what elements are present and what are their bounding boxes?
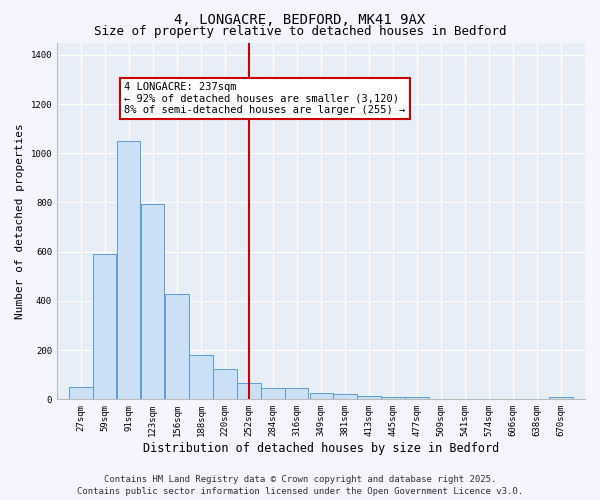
- Bar: [190, 355, 213, 400]
- Bar: [550, 397, 573, 400]
- Text: Contains HM Land Registry data © Crown copyright and database right 2025.
Contai: Contains HM Land Registry data © Crown c…: [77, 474, 523, 496]
- Bar: [310, 393, 333, 400]
- Text: 4, LONGACRE, BEDFORD, MK41 9AX: 4, LONGACRE, BEDFORD, MK41 9AX: [175, 12, 425, 26]
- Bar: [358, 396, 381, 400]
- Bar: [93, 254, 116, 400]
- Bar: [237, 384, 260, 400]
- Text: Size of property relative to detached houses in Bedford: Size of property relative to detached ho…: [94, 25, 506, 38]
- Bar: [381, 397, 405, 400]
- Y-axis label: Number of detached properties: Number of detached properties: [15, 123, 25, 319]
- Bar: [166, 294, 189, 400]
- Bar: [141, 204, 164, 400]
- Bar: [69, 387, 92, 400]
- Bar: [117, 141, 140, 400]
- Bar: [285, 388, 308, 400]
- Bar: [213, 368, 237, 400]
- X-axis label: Distribution of detached houses by size in Bedford: Distribution of detached houses by size …: [143, 442, 499, 455]
- Text: 4 LONGACRE: 237sqm
← 92% of detached houses are smaller (3,120)
8% of semi-detac: 4 LONGACRE: 237sqm ← 92% of detached hou…: [124, 82, 406, 115]
- Bar: [261, 388, 284, 400]
- Bar: [405, 397, 429, 400]
- Bar: [334, 394, 357, 400]
